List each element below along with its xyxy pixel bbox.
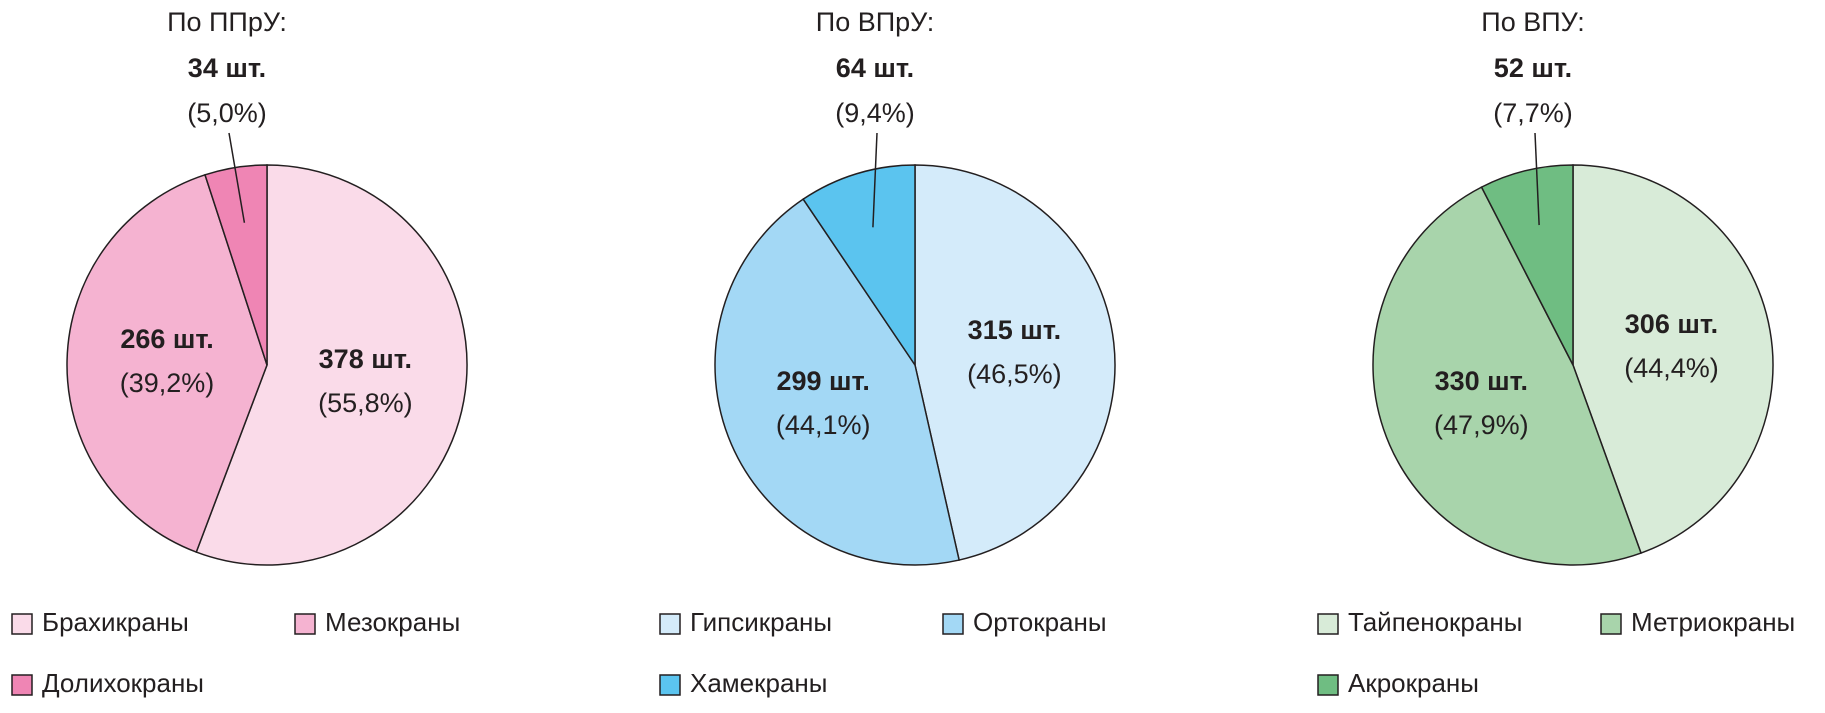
- leader-line: [1534, 132, 1540, 226]
- percent-label: (55,8%): [318, 388, 413, 418]
- percent-label: (44,4%): [1624, 353, 1719, 383]
- legend-label: Акрокраны: [1348, 668, 1479, 698]
- value-label: 315 шт.: [968, 315, 1061, 345]
- callout-title: По ППрУ:: [167, 7, 287, 37]
- percent-label: (9,4%): [835, 98, 915, 128]
- legend-swatch: [11, 613, 33, 635]
- pie-slice: [914, 164, 1116, 561]
- percent-label: (5,0%): [187, 98, 267, 128]
- leader-line: [872, 132, 878, 228]
- legend-label: Брахикраны: [42, 607, 189, 637]
- legend-label: Долихокраны: [42, 668, 204, 698]
- legend-label: Ортокраны: [973, 607, 1107, 637]
- callout-title: По ВПрУ:: [816, 7, 934, 37]
- legend-label: Мезокраны: [325, 607, 460, 637]
- pie-slice: [714, 198, 961, 566]
- legend-swatch: [1317, 613, 1339, 635]
- pie-slice: [1480, 164, 1574, 366]
- pie-slice: [1572, 164, 1774, 555]
- value-label: 306 шт.: [1625, 309, 1718, 339]
- legend-swatch: [294, 613, 316, 635]
- percent-label: (46,5%): [967, 359, 1062, 389]
- legend-label: Тайпенокраны: [1348, 607, 1522, 637]
- percent-label: (44,1%): [776, 410, 871, 440]
- legend-label: Хамекраны: [690, 668, 827, 698]
- pie-slice: [802, 164, 916, 368]
- percent-label: (7,7%): [1493, 98, 1573, 128]
- pie-slice: [195, 164, 468, 566]
- legend-swatch: [1317, 674, 1339, 696]
- value-label: 64 шт.: [836, 53, 914, 83]
- value-label: 299 шт.: [776, 366, 869, 396]
- legend-swatch: [1600, 613, 1622, 635]
- legend-swatch: [942, 613, 964, 635]
- value-label: 34 шт.: [188, 53, 266, 83]
- legend-swatch: [659, 674, 681, 696]
- percent-label: (39,2%): [120, 368, 215, 398]
- legend-swatch: [11, 674, 33, 696]
- pie-slice: [66, 173, 268, 554]
- value-label: 266 шт.: [120, 324, 213, 354]
- value-label: 330 шт.: [1435, 366, 1528, 396]
- value-label: 378 шт.: [319, 344, 412, 374]
- legend-label: Метриокраны: [1631, 607, 1795, 637]
- percent-label: (47,9%): [1434, 410, 1529, 440]
- leader-line: [228, 132, 246, 223]
- value-label: 52 шт.: [1494, 53, 1572, 83]
- legend-swatch: [659, 613, 681, 635]
- legend-label: Гипсикраны: [690, 607, 832, 637]
- callout-title: По ВПУ:: [1481, 7, 1584, 37]
- pie-slice: [1372, 186, 1642, 566]
